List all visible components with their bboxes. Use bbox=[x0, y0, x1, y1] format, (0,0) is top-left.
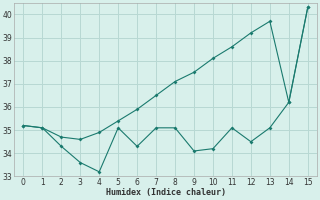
X-axis label: Humidex (Indice chaleur): Humidex (Indice chaleur) bbox=[106, 188, 226, 197]
